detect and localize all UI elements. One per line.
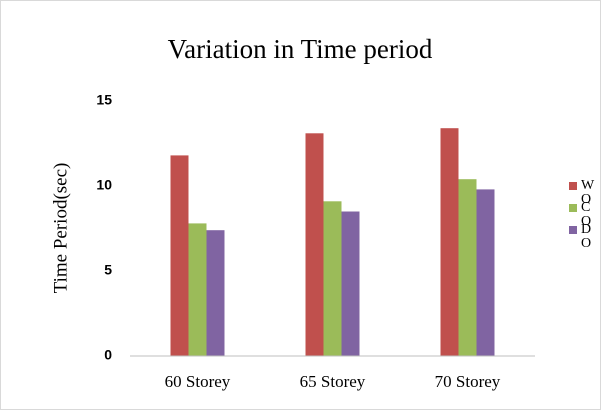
y-axis-label: Time Period(sec) [50, 163, 71, 294]
bar [440, 128, 459, 356]
y-tick-label: 15 [96, 92, 112, 108]
legend-swatch [569, 226, 577, 234]
bar [170, 155, 189, 356]
bar [305, 133, 324, 356]
x-tick-label: 60 Storey [165, 372, 231, 391]
y-tick-label: 5 [104, 262, 112, 278]
y-tick-label: 0 [104, 347, 112, 363]
chart-frame [0, 0, 601, 410]
bar [323, 201, 342, 356]
bar [188, 223, 207, 356]
legend-swatch [569, 204, 577, 212]
x-tick-label: 65 Storey [300, 372, 366, 391]
legend-swatch [569, 182, 577, 190]
bar [341, 211, 360, 356]
bar [458, 179, 477, 356]
bar [206, 230, 225, 356]
x-tick-label: 70 Storey [435, 372, 501, 391]
chart-title: Variation in Time period [168, 34, 433, 64]
y-tick-label: 10 [96, 177, 112, 193]
bar [476, 189, 495, 356]
